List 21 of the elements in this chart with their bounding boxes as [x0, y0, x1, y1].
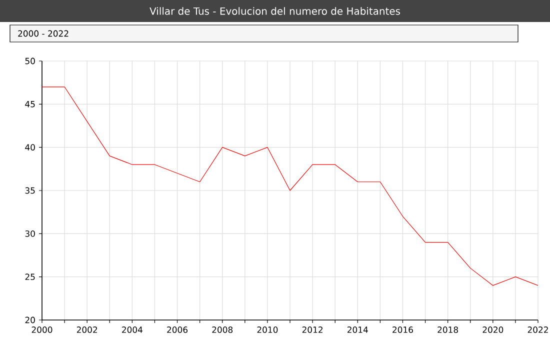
x-tick-label: 2020: [482, 326, 504, 333]
x-tick-label: 2018: [438, 326, 458, 333]
y-tick-label: 25: [25, 274, 35, 280]
y-tick-label: 40: [25, 144, 35, 151]
x-tick-label: 2000: [32, 326, 52, 333]
y-tick-label: 35: [25, 187, 35, 194]
y-tick-label: 20: [25, 316, 35, 324]
x-tick-label: 2012: [302, 326, 322, 333]
text: 2000 - 2022: [18, 30, 68, 37]
x-tick-label: 2014: [347, 326, 368, 333]
x-tick-label: 2002: [76, 326, 98, 333]
x-tick-label: 2016: [392, 326, 413, 333]
x-tick-label: 2022: [528, 326, 548, 333]
y-tick-label: 30: [25, 230, 35, 237]
y-tick-label: 50: [25, 58, 35, 64]
chart-title: Villar de Tus - Evolucion del numero de Habitantes: [150, 7, 400, 15]
x-tick-label: 2004: [122, 326, 142, 333]
x-tick-label: 2010: [257, 326, 278, 333]
x-tick-label: 2008: [212, 326, 233, 333]
x-tick-label: 2006: [167, 326, 188, 333]
y-tick-label: 45: [25, 101, 35, 108]
